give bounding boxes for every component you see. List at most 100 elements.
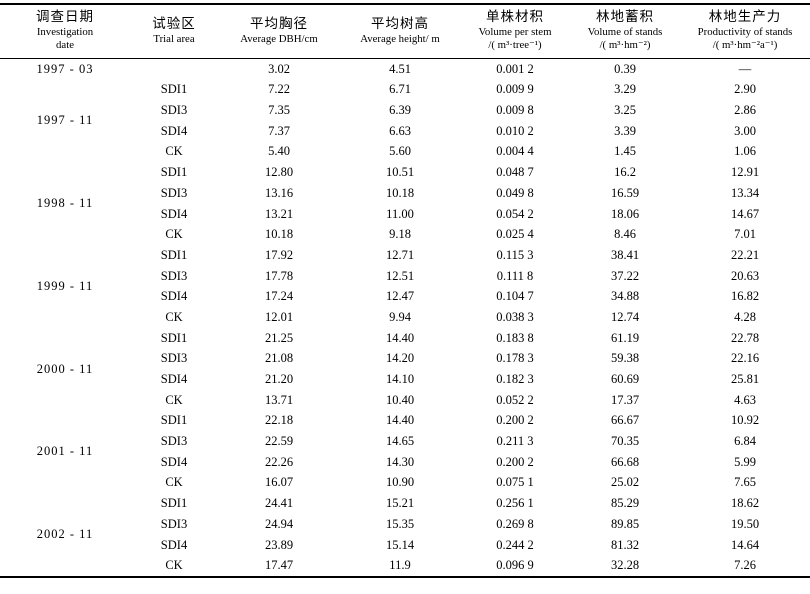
header-en: Volume of stands bbox=[587, 25, 663, 38]
header-zh: 调查日期 bbox=[36, 9, 94, 24]
average-height-cell: 6.63 bbox=[389, 123, 411, 138]
table-row: 2002 - 11 SDI1 24.41 15.21 0.256 1 85.29 18.62 bbox=[0, 493, 810, 541]
average-height-cell: 14.30 bbox=[385, 454, 415, 469]
volume-per-stem-cell: 0.115 3 bbox=[496, 247, 534, 262]
volume-of-stands-cell: 37.22 bbox=[610, 268, 640, 283]
volume-of-stands-cell: 0.39 bbox=[614, 61, 636, 76]
table-row: 1998 - 11 SDI1 12.80 10.51 0.048 7 16.2 12.91 bbox=[0, 162, 810, 210]
volume-of-stands-cell: 18.06 bbox=[610, 206, 640, 221]
col-header-trial-area: 试验区 Trial area bbox=[130, 4, 218, 59]
volume-per-stem-cell: 0.010 2 bbox=[496, 123, 534, 138]
volume-per-stem-cell: 0.025 4 bbox=[496, 227, 534, 242]
volume-of-stands-cell: 1.45 bbox=[614, 144, 636, 159]
average-height-cell: 14.65 bbox=[385, 434, 415, 449]
volume-per-stem-cell: 0.244 2 bbox=[496, 537, 534, 552]
volume-per-stem-cell: 0.004 4 bbox=[496, 144, 534, 159]
table-body: 1997 - 03 3.02 4.51 0.001 2 0.39—1997 - 11 SD… bbox=[0, 58, 810, 577]
header-unit: /( m³·hm⁻²) bbox=[599, 39, 651, 52]
average-dbh-cell: 10.18 bbox=[264, 227, 294, 242]
productivity-cell: 1.06 bbox=[734, 144, 756, 159]
header-row: 调查日期 Investigation date 试验区 Trial area 平… bbox=[0, 4, 810, 59]
table-header: 调查日期 Investigation date 试验区 Trial area 平… bbox=[0, 4, 810, 59]
trial-area-cell: SDI3 bbox=[160, 434, 188, 449]
trial-area-cell: SDI1 bbox=[160, 413, 188, 428]
trial-area-cell: SDI1 bbox=[160, 496, 188, 511]
average-height-cell: 5.60 bbox=[389, 144, 411, 159]
trial-area-cell: SDI4 bbox=[160, 372, 188, 386]
average-height-cell: 9.94 bbox=[389, 309, 411, 324]
volume-per-stem-cell: 0.104 7 bbox=[496, 289, 534, 304]
paper-table-container: 调查日期 Investigation date 试验区 Trial area 平… bbox=[0, 3, 810, 579]
volume-of-stands-cell: 66.68 bbox=[610, 454, 640, 469]
average-dbh-cell: 16.07 bbox=[264, 475, 294, 490]
average-height-cell: 15.14 bbox=[385, 537, 415, 552]
average-height-cell: 15.21 bbox=[385, 496, 415, 511]
volume-of-stands-cell: 16.59 bbox=[610, 185, 640, 200]
average-height-cell: 9.18 bbox=[389, 227, 411, 242]
trial-area-cell: SDI3 bbox=[160, 516, 188, 531]
table-row: 1997 - 03 3.02 4.51 0.001 2 0.39 — bbox=[0, 58, 810, 79]
investigation-date-cell: 1997 - 11 bbox=[36, 113, 94, 128]
header-en: Investigation bbox=[36, 25, 94, 38]
average-dbh-cell: 13.16 bbox=[264, 185, 294, 200]
productivity-cell: 16.82 bbox=[730, 289, 760, 304]
average-height-cell: 15.35 bbox=[385, 516, 415, 531]
table-row: 1997 - 11 SDI1 7.22 6.71 0.009 9 3.29 2.90 bbox=[0, 80, 810, 127]
volume-of-stands-cell: 3.29 bbox=[614, 82, 636, 97]
average-height-cell: 6.39 bbox=[389, 103, 411, 118]
volume-of-stands-cell: 89.85 bbox=[610, 516, 640, 531]
volume-per-stem-cell: 0.200 2 bbox=[496, 454, 534, 469]
average-dbh-cell: 12.01 bbox=[264, 309, 294, 324]
trial-area-cell: SDI4 bbox=[160, 537, 188, 552]
header-en: Average DBH/cm bbox=[240, 32, 318, 45]
volume-of-stands-cell: 12.74 bbox=[610, 309, 640, 324]
productivity-cell: 7.26 bbox=[734, 558, 756, 573]
trial-area-cell: SDI3 bbox=[160, 268, 188, 283]
forest-stand-data-table: 调查日期 Investigation date 试验区 Trial area 平… bbox=[0, 3, 810, 579]
header-en: Average height/ m bbox=[360, 32, 440, 45]
table-row: 2000 - 11 SDI1 21.25 14.40 0.183 8 61.19 22.78 bbox=[0, 328, 810, 376]
productivity-cell: 6.84 bbox=[734, 434, 756, 449]
investigation-date-cell: 1998 - 11 bbox=[36, 196, 94, 211]
trial-area-cell: SDI4 bbox=[160, 454, 188, 469]
volume-per-stem-cell: 0.256 1 bbox=[496, 496, 534, 511]
trial-area-cell: SDI4 bbox=[160, 289, 188, 304]
average-height-cell: 11.00 bbox=[386, 206, 414, 221]
productivity-cell: 4.28 bbox=[734, 309, 756, 324]
volume-per-stem-cell: 0.038 3 bbox=[496, 309, 534, 324]
investigation-date-cell: 2001 - 11 bbox=[36, 444, 94, 459]
table-row: SDI4 7.37 6.63 0.010 2 3.39 3.00 bbox=[0, 121, 810, 142]
col-header-average-height: 平均树高 Average height/ m bbox=[340, 4, 460, 59]
productivity-cell: 14.67 bbox=[730, 206, 760, 221]
average-height-cell: 10.40 bbox=[385, 392, 415, 407]
average-dbh-cell: 13.71 bbox=[264, 392, 294, 407]
volume-of-stands-cell: 66.67 bbox=[610, 413, 640, 428]
table-row: SDI4 23.89 15.14 0.244 2 81.32 14.64 bbox=[0, 535, 810, 556]
volume-per-stem-cell: 0.211 3 bbox=[496, 434, 534, 449]
volume-of-stands-cell: 70.35 bbox=[610, 434, 640, 449]
productivity-cell: 22.16 bbox=[730, 351, 760, 366]
volume-per-stem-cell: 0.183 8 bbox=[496, 330, 534, 345]
volume-per-stem-cell: 0.001 2 bbox=[496, 61, 534, 76]
average-dbh-cell: 13.21 bbox=[264, 206, 294, 221]
table-row: CK 16.07 10.90 0.075 1 25.02 7.65 bbox=[0, 473, 810, 494]
productivity-cell: 3.00 bbox=[734, 123, 756, 138]
trial-area-cell: CK bbox=[165, 144, 183, 159]
table-row: SDI3 17.78 12.51 0.111 8 37.22 20.63 bbox=[0, 266, 810, 287]
trial-area-cell: SDI3 bbox=[160, 185, 188, 200]
table-row: CK 13.71 10.40 0.052 2 17.37 4.63 bbox=[0, 390, 810, 411]
volume-per-stem-cell: 0.054 2 bbox=[496, 206, 534, 221]
table-row: SDI4 21.20 14.10 0.182 3 60.69 25.81 bbox=[0, 369, 810, 390]
average-height-cell: 12.51 bbox=[385, 268, 415, 283]
table-row: SDI4 13.21 11.00 0.054 2 18.06 14.67 bbox=[0, 204, 810, 225]
average-dbh-cell: 17.47 bbox=[264, 558, 294, 573]
volume-per-stem-cell: 0.182 3 bbox=[496, 372, 534, 386]
average-height-cell: 6.71 bbox=[389, 82, 411, 97]
trial-area-cell: SDI1 bbox=[160, 165, 188, 180]
volume-per-stem-cell: 0.269 8 bbox=[496, 516, 534, 531]
trial-area-cell: SDI4 bbox=[160, 206, 188, 221]
header-en: Productivity of stands bbox=[697, 25, 793, 38]
volume-per-stem-cell: 0.009 8 bbox=[496, 103, 534, 118]
volume-per-stem-cell: 0.048 7 bbox=[496, 165, 534, 180]
volume-per-stem-cell: 0.096 9 bbox=[496, 558, 534, 573]
